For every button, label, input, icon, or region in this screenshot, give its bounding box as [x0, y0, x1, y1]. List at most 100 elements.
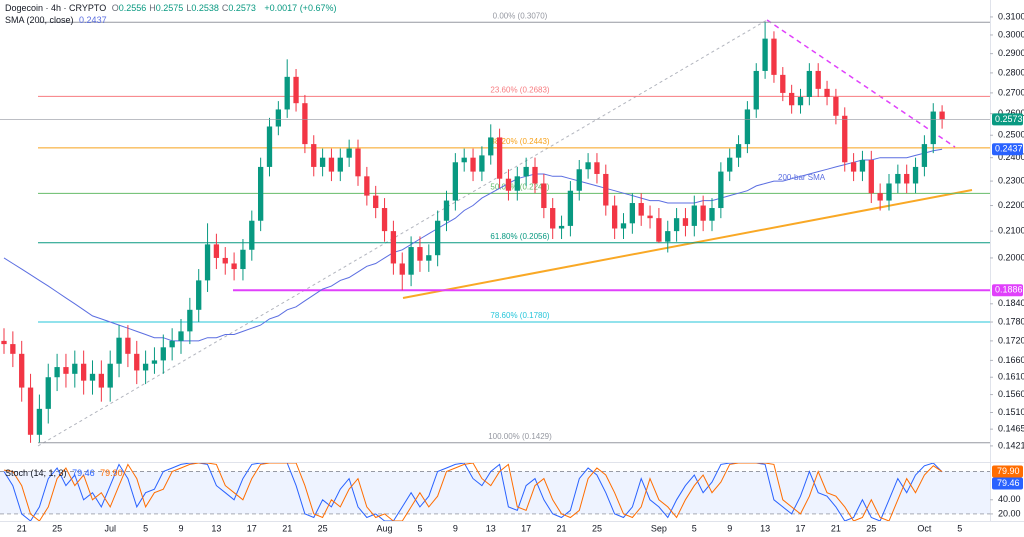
candle-body	[399, 263, 405, 275]
candle-body	[266, 126, 273, 167]
candle-body	[753, 70, 759, 110]
candle-body	[134, 353, 140, 371]
candle-body	[895, 173, 901, 184]
candle-body	[505, 178, 512, 191]
y-tick-label: 0.1510	[998, 407, 1024, 417]
y-tick-label: 0.2700	[998, 87, 1024, 97]
candle-body	[833, 96, 839, 116]
symbol: Dogecoin · 4h · CRYPTO	[5, 3, 107, 13]
y-tick-label: 0.2100	[998, 225, 1024, 235]
candle-body	[780, 74, 786, 93]
header-legend: Dogecoin · 4h · CRYPTO O0.2556 H0.2575 L0.…	[5, 3, 339, 13]
ohlc-label: C	[221, 3, 229, 13]
candle-body	[939, 111, 945, 120]
candle-body	[443, 200, 450, 221]
candle-body	[709, 208, 715, 221]
sma-line	[3, 148, 943, 342]
candle-body	[550, 208, 556, 229]
y-tick-label: 0.2300	[998, 175, 1024, 185]
stoch-badge	[992, 465, 1023, 478]
stoch-line	[3, 463, 943, 521]
candle-body	[151, 360, 158, 364]
candle-body	[231, 263, 237, 270]
candle-body	[275, 109, 282, 127]
candle-body	[302, 103, 308, 145]
candle-body	[647, 215, 653, 219]
x-tick-label: 25	[318, 523, 328, 533]
candle-body	[470, 157, 476, 172]
candle-body	[10, 344, 16, 354]
x-tick-label: Aug	[377, 523, 393, 533]
x-tick-label: 25	[592, 523, 602, 533]
candle-body	[691, 205, 697, 226]
candle-body	[116, 337, 122, 364]
x-tick-label: 5	[692, 523, 697, 533]
x-tick-label: 25	[866, 523, 876, 533]
candle-body	[89, 373, 96, 381]
fib-label: 61.80% (0.2056)	[490, 232, 549, 241]
candle-body	[921, 144, 928, 167]
x-tick-label: Sep	[651, 523, 667, 533]
candle-body	[514, 176, 520, 191]
candle-body	[523, 166, 529, 177]
candle-body	[842, 115, 848, 163]
y-tick-label: 0.2800	[998, 67, 1024, 77]
stoch-badge-label: 79.90	[997, 466, 1020, 476]
y-tick-label: 0.2600	[998, 108, 1024, 118]
ohlc-label: O	[111, 3, 119, 13]
stoch-d-value: 79.90	[100, 468, 123, 478]
candle-body	[788, 92, 795, 106]
fib-label: 78.60% (0.1780)	[490, 311, 549, 320]
fib-trend-line	[37, 19, 768, 447]
x-tick-label: 25	[52, 523, 62, 533]
candle-body	[337, 157, 343, 172]
y-tick-label: 0.1421	[998, 440, 1024, 450]
candle-body	[54, 367, 60, 378]
ohlc-value: 0.2556	[118, 3, 147, 13]
candle-body	[355, 148, 361, 177]
price-pane: 200-bar SMA 0.00% (0.3070) 23.60% (0.2683…	[0, 11, 990, 447]
sma-legend: SMA (200, close) 0.2437	[5, 15, 110, 25]
candle-body	[107, 363, 113, 388]
fib-label: 23.60% (0.2683)	[490, 85, 549, 94]
candle-body	[293, 76, 299, 104]
x-tick-label: 9	[727, 523, 732, 533]
stoch-name: Stoch (14, 1, 3)	[5, 468, 67, 478]
candle-body	[169, 340, 175, 348]
candle-body	[877, 193, 883, 201]
fib-label: 38.20% (0.2443)	[490, 137, 549, 146]
candle-body	[257, 166, 264, 221]
candle-body	[532, 166, 538, 184]
stoch-legend: Stoch (14, 1, 3) 79.46 79.90	[5, 468, 126, 478]
candle-body	[45, 377, 51, 409]
candle-body	[585, 162, 591, 170]
x-tick-label: Jul	[104, 523, 116, 533]
candle-body	[904, 173, 910, 184]
candle-body	[815, 70, 821, 89]
candle-body	[744, 109, 751, 145]
candle-body	[496, 137, 503, 179]
candle-body	[346, 148, 352, 158]
candle-body	[682, 218, 689, 226]
candle-body	[576, 169, 582, 191]
candle-body	[213, 244, 220, 258]
candle-body	[80, 363, 87, 381]
stoch-k-value: 79.46	[72, 468, 95, 478]
support-trend-line	[402, 189, 973, 299]
x-tick-label: 9	[453, 523, 458, 533]
candle-body	[700, 205, 706, 221]
candle-body	[850, 162, 857, 172]
stoch-pane	[0, 463, 990, 521]
ohlc: O0.2556 H0.2575 L0.2538 C0.2573	[112, 3, 259, 13]
y-tick-label: 0.2900	[998, 48, 1024, 58]
x-tick-label: 17	[521, 523, 531, 533]
sma-value: 0.2437	[79, 15, 107, 25]
candle-body	[665, 231, 671, 242]
candle-body	[868, 159, 874, 194]
candle-body	[240, 249, 246, 270]
candle-body	[594, 162, 600, 174]
candle-body	[603, 173, 609, 206]
y-tick-label: 0.3000	[998, 29, 1024, 39]
change: +0.0017 (+0.67%)	[264, 3, 337, 13]
